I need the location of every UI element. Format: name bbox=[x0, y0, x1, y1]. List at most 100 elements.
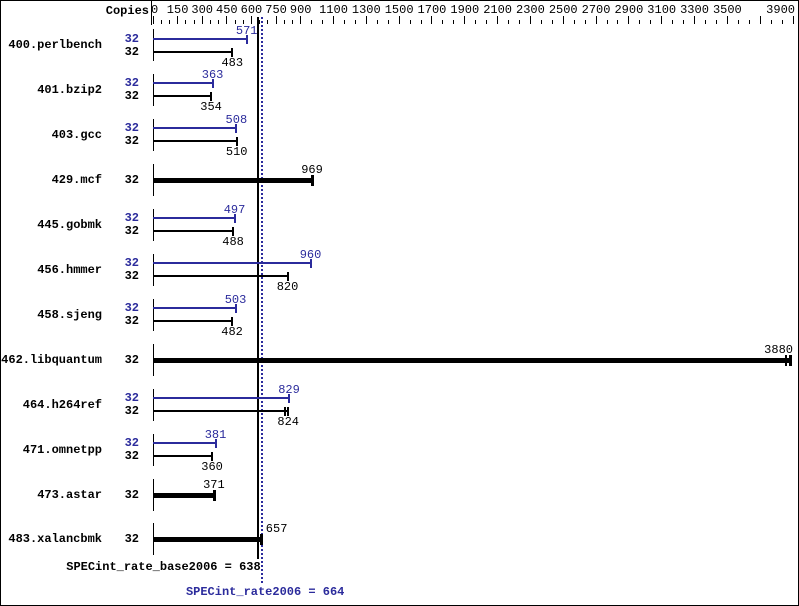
copies-value: 32 bbox=[124, 487, 139, 502]
axis-minor-tick bbox=[573, 20, 575, 24]
result-bar-peak bbox=[153, 397, 290, 400]
copies-value: 32 bbox=[124, 76, 139, 91]
axis-major-tick bbox=[562, 16, 564, 24]
axis-major-tick bbox=[300, 16, 302, 24]
axis-tick-label: 3500 bbox=[712, 3, 742, 17]
bar-end-cap bbox=[311, 174, 314, 186]
axis-minor-tick bbox=[322, 20, 324, 24]
bar-start-cap bbox=[152, 388, 154, 421]
copies-value: 32 bbox=[124, 31, 139, 46]
axis-tick-label: 0 bbox=[150, 3, 159, 17]
benchmark-label: 462.libquantum bbox=[1, 352, 102, 367]
axis-minor-tick bbox=[475, 20, 477, 24]
copies-value: 32 bbox=[124, 44, 139, 59]
benchmark-label: 403.gcc bbox=[51, 127, 102, 142]
bar-end-cap bbox=[212, 489, 216, 501]
axis-minor-tick bbox=[218, 20, 220, 24]
axis-major-tick bbox=[177, 16, 179, 24]
axis-minor-tick bbox=[283, 20, 285, 24]
bar-end-cap bbox=[231, 47, 234, 57]
bar-start-cap bbox=[152, 298, 154, 331]
axis-minor-tick bbox=[650, 20, 652, 24]
bar-start-cap bbox=[152, 73, 154, 106]
axis-major-tick bbox=[694, 16, 696, 24]
axis-minor-tick bbox=[442, 20, 444, 24]
result-bar-base bbox=[153, 50, 233, 53]
axis-minor-tick bbox=[234, 20, 236, 24]
axis-minor-tick bbox=[715, 20, 717, 24]
result-bar-peak bbox=[153, 82, 213, 85]
axis-minor-tick bbox=[770, 20, 772, 24]
result-bar-base bbox=[153, 275, 288, 278]
header-separator-line bbox=[151, 1, 152, 25]
bar-end-cap bbox=[309, 259, 312, 269]
bar-end-cap bbox=[211, 79, 214, 89]
axis-minor-tick bbox=[354, 20, 356, 24]
copies-value: 32 bbox=[124, 314, 139, 329]
result-bar-base bbox=[153, 230, 234, 233]
axis-major-tick bbox=[365, 16, 367, 24]
value-label: 381 bbox=[204, 428, 227, 443]
axis-tick-label: 1700 bbox=[417, 3, 447, 17]
bar-end-cap bbox=[214, 439, 217, 449]
bar-end-cap bbox=[288, 394, 291, 404]
benchmark-label: 456.hmmer bbox=[37, 262, 102, 277]
value-label: 969 bbox=[301, 162, 323, 177]
bar-start-cap bbox=[152, 118, 154, 151]
axis-major-tick bbox=[759, 16, 761, 24]
result-bar-peak bbox=[153, 307, 236, 310]
copies-value: 32 bbox=[124, 269, 139, 284]
axis-minor-tick bbox=[486, 20, 488, 24]
axis-major-tick bbox=[792, 16, 794, 24]
axis-major-tick bbox=[250, 16, 252, 24]
axis-minor-tick bbox=[409, 20, 411, 24]
copies-header: Copies bbox=[105, 4, 149, 18]
result-bar-peak bbox=[153, 37, 247, 40]
axis-tick-label: 150 bbox=[166, 3, 189, 17]
axis-tick-label: 2500 bbox=[548, 3, 578, 17]
benchmark-label: 445.gobmk bbox=[37, 217, 102, 232]
value-label: 483 bbox=[221, 55, 244, 70]
axis-minor-tick bbox=[343, 20, 345, 24]
peak-summary-label: SPECint_rate2006 = 664 bbox=[185, 585, 345, 599]
axis-minor-tick bbox=[540, 20, 542, 24]
axis-tick-label: 450 bbox=[216, 3, 238, 17]
copies-value: 32 bbox=[124, 391, 139, 406]
run-result-tick bbox=[784, 354, 787, 366]
copies-value: 32 bbox=[124, 404, 139, 419]
bar-end-cap bbox=[788, 354, 792, 366]
axis-tick-label: 3900 bbox=[766, 3, 795, 17]
axis-minor-tick bbox=[584, 20, 586, 24]
value-label: 371 bbox=[203, 477, 225, 492]
axis-major-tick bbox=[275, 16, 277, 24]
value-label: 354 bbox=[200, 100, 222, 115]
copies-value: 32 bbox=[124, 449, 139, 464]
axis-minor-tick bbox=[551, 20, 553, 24]
axis-tick-label: 750 bbox=[265, 3, 287, 17]
result-bar-single bbox=[153, 177, 312, 183]
axis-major-tick bbox=[226, 16, 228, 24]
axis-major-tick bbox=[595, 16, 597, 24]
benchmark-label: 464.h264ref bbox=[22, 397, 102, 412]
axis-minor-tick bbox=[737, 20, 739, 24]
axis-tick-label: 3300 bbox=[680, 3, 709, 17]
result-bar-single bbox=[153, 537, 261, 543]
axis-minor-tick bbox=[672, 20, 674, 24]
bar-end-cap bbox=[231, 317, 234, 327]
axis-tick-label: 900 bbox=[289, 3, 312, 17]
value-label: 503 bbox=[224, 293, 247, 308]
benchmark-label: 458.sjeng bbox=[37, 307, 102, 322]
axis-minor-tick bbox=[209, 20, 211, 24]
axis-tick-label: 1900 bbox=[450, 3, 480, 17]
axis-major-tick bbox=[726, 16, 728, 24]
copies-value: 32 bbox=[124, 89, 139, 104]
bar-end-cap bbox=[286, 272, 289, 282]
axis-tick-label: 300 bbox=[191, 3, 214, 17]
copies-value: 32 bbox=[124, 436, 139, 451]
axis-major-tick bbox=[431, 16, 433, 24]
result-bar-base bbox=[153, 410, 289, 413]
value-label: 488 bbox=[222, 235, 244, 250]
value-label: 497 bbox=[223, 203, 246, 218]
value-label: 482 bbox=[221, 325, 243, 340]
